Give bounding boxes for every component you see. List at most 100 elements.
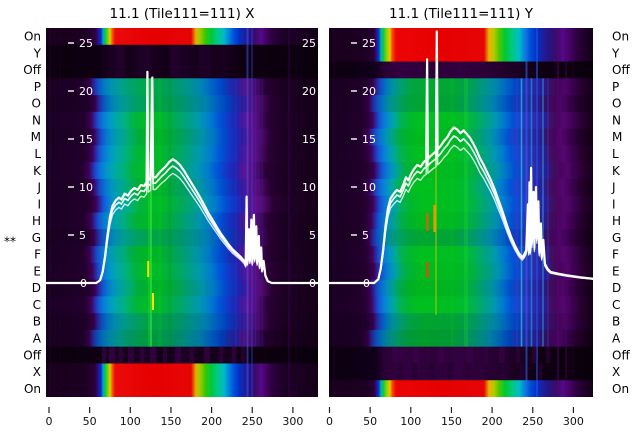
row-label-left: B xyxy=(33,315,41,329)
curve-ytick-label: 10 xyxy=(79,181,93,194)
row-label-left: F xyxy=(34,248,41,262)
curve-ytick-label: 10 xyxy=(362,181,376,194)
heatmap-row-shade xyxy=(46,313,318,331)
row-label-right: J xyxy=(611,181,616,195)
row-label-left: X xyxy=(33,365,41,379)
heatmap-row xyxy=(46,28,318,46)
row-label-left: E xyxy=(33,264,41,278)
heatmap-row xyxy=(46,363,318,381)
row-label-right: N xyxy=(612,113,621,127)
row-label-right: C xyxy=(612,298,620,312)
curve-ytick-dash xyxy=(68,90,74,92)
row-label-right: Y xyxy=(611,46,620,60)
panel-y-title: 11.1 (Tile111=111) Y xyxy=(389,6,534,22)
curve-ytick-label-right: 0 xyxy=(309,277,316,290)
row-label-right: O xyxy=(612,97,621,111)
row-label-left: On xyxy=(24,30,41,44)
curve-zero-label: 0 xyxy=(80,277,87,290)
x-axis-tick-label: 200 xyxy=(201,415,222,428)
row-label-right: H xyxy=(612,214,621,228)
profile-trace xyxy=(46,70,318,285)
row-label-right: On xyxy=(612,30,629,44)
row-label-right: Off xyxy=(612,348,630,362)
curve-ytick-label: 20 xyxy=(79,85,93,98)
heatmap-row xyxy=(46,296,318,314)
row-label-right: G xyxy=(612,231,621,245)
heatmap-row-shade xyxy=(46,213,318,230)
row-label-right: P xyxy=(612,80,619,94)
curve-ytick-label: 25 xyxy=(362,37,376,50)
curve-ytick-dash xyxy=(351,90,357,92)
x-axis-tick-label: 300 xyxy=(563,415,584,428)
row-label-right: On xyxy=(612,382,629,396)
row-label-right: B xyxy=(612,315,620,329)
panel-x-title: 11.1 (Tile111=111) X xyxy=(110,6,255,22)
row-label-left: C xyxy=(33,298,41,312)
heatmap-row-shade xyxy=(329,162,593,179)
curve-ytick-label: 15 xyxy=(362,133,376,146)
curve-ytick-label-right: 15 xyxy=(302,133,316,146)
x-axis-tick-label: 300 xyxy=(282,415,303,428)
heatmap-row-shade xyxy=(329,213,593,230)
heatmap-row xyxy=(46,111,318,130)
row-label-left: H xyxy=(32,214,41,228)
profile-trace xyxy=(329,30,593,285)
row-label-left: D xyxy=(32,281,41,295)
x-axis-tick-label: 0 xyxy=(326,415,333,428)
x-axis-tick-label: 250 xyxy=(242,415,263,428)
x-axis-tick-label: 150 xyxy=(441,415,462,428)
heatmap-row xyxy=(46,145,318,163)
curve-zero-label: 0 xyxy=(363,277,370,290)
row-label-right: K xyxy=(612,164,621,178)
x-axis-tick-label: 50 xyxy=(83,415,97,428)
row-label-right: X xyxy=(612,365,620,379)
curve-ytick-label-right: 5 xyxy=(309,229,316,242)
star-annotation: ** xyxy=(4,235,16,249)
curve-ytick-dash xyxy=(68,186,74,188)
heatmap-row xyxy=(46,162,318,180)
row-label-left: I xyxy=(37,197,41,211)
heatmap-row-shade xyxy=(46,329,318,348)
row-label-left: J xyxy=(36,181,41,195)
row-label-left: On xyxy=(24,382,41,396)
curve-ytick-label-right: 10 xyxy=(302,181,316,194)
panel-y-heatmap: 25 20 15 10 5 0 xyxy=(329,28,593,397)
x-axis-tick-label: 150 xyxy=(160,415,181,428)
heatmap-row xyxy=(46,61,318,79)
x-axis-x: 0 50 100 150 200 250 300 xyxy=(46,407,303,428)
heatmap-row xyxy=(46,346,318,364)
row-label-left: A xyxy=(33,331,42,345)
row-label-right: I xyxy=(612,197,616,211)
curve-ytick-label: 25 xyxy=(79,37,93,50)
curve-ytick-label: 20 xyxy=(362,85,376,98)
x-axis-tick-label: 200 xyxy=(482,415,503,428)
curve-ytick-label: 5 xyxy=(362,229,369,242)
row-label-right: Off xyxy=(612,63,630,77)
curve-ytick-dash xyxy=(351,42,357,44)
row-label-right: M xyxy=(612,130,622,144)
curve-ytick-dash xyxy=(68,234,74,236)
heatmap-row-shade xyxy=(46,246,318,263)
x-axis-y: 0 50 100 150 200 250 300 xyxy=(326,407,584,428)
row-label-right: D xyxy=(612,281,621,295)
heatmap-row xyxy=(46,380,318,397)
curve-ytick-label-right: 25 xyxy=(302,37,316,50)
row-label-left: O xyxy=(32,97,41,111)
x-axis-tick-label: 50 xyxy=(363,415,377,428)
heatmap-row xyxy=(46,44,318,63)
row-label-left: Off xyxy=(23,348,41,362)
row-label-left: L xyxy=(34,147,41,161)
heatmap-row-shade xyxy=(329,329,593,348)
row-label-right: A xyxy=(612,331,621,345)
x-axis-tick-label: 100 xyxy=(120,415,141,428)
curve-ytick-dash xyxy=(351,234,357,236)
row-label-right: F xyxy=(612,248,619,262)
row-label-left: G xyxy=(32,231,41,245)
row-label-left: N xyxy=(32,113,41,127)
row-label-right: E xyxy=(612,264,620,278)
heatmap-row-shade xyxy=(46,229,318,247)
heatmap-row xyxy=(46,195,318,213)
